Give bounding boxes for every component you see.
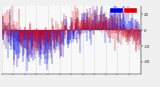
FancyBboxPatch shape xyxy=(110,8,123,13)
FancyBboxPatch shape xyxy=(124,8,137,13)
